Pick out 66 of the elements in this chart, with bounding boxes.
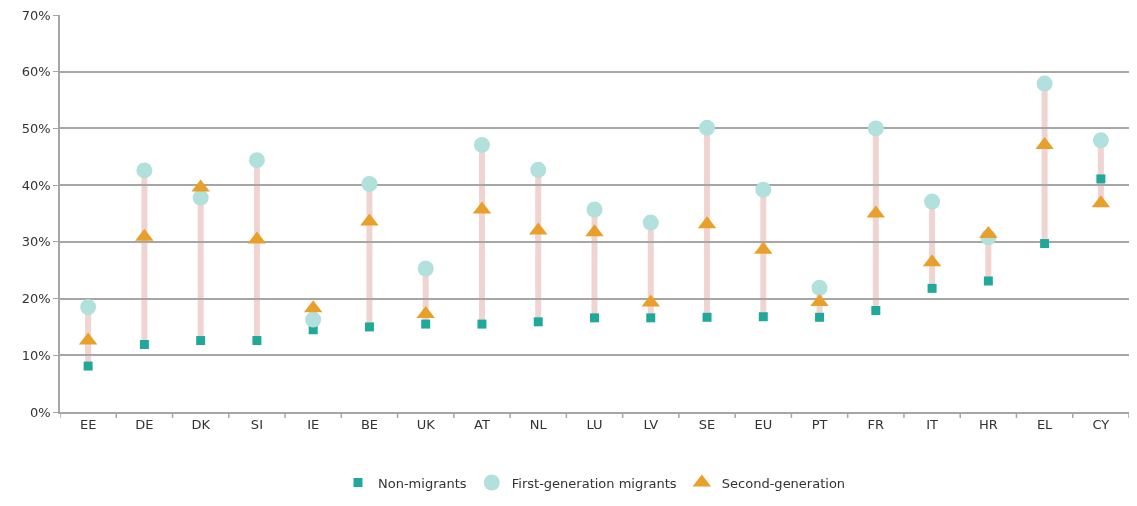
x-tick-label: BE [360,417,379,433]
y-tick-label: 60% [21,64,51,80]
point [361,176,378,192]
point [590,313,599,323]
legend-label: Second-generation [721,475,846,491]
point [477,319,487,329]
y-tick-label: 10% [21,347,51,363]
point [702,312,712,322]
y-tick-label: 30% [21,234,51,250]
point [192,189,209,206]
x-tick-label: EU [754,417,773,433]
point [1040,239,1050,249]
point [473,136,490,153]
point [248,152,265,169]
y-tick-label: 20% [21,291,51,307]
x-tick-label: IE [307,417,320,433]
point [867,120,884,137]
point [811,279,828,296]
point [305,311,322,328]
point [646,313,656,323]
x-tick-label: DK [191,417,211,433]
y-tick-label: 0% [30,404,51,420]
point [530,161,547,178]
point [1092,132,1109,149]
x-tick-label: SE [698,417,716,433]
point [421,319,431,329]
legend-label: Non-migrants [378,475,467,491]
y-tick-label: 40% [21,177,51,193]
x-tick-label: HR [978,417,998,433]
point [927,283,937,293]
point [755,181,772,198]
x-tick-label: PT [811,417,828,433]
x-tick-label: LU [586,417,603,433]
point [80,299,97,316]
point [1096,174,1106,184]
y-tick-label: 50% [21,120,51,136]
point [871,305,881,315]
point [533,317,543,327]
x-tick-label: DE [135,417,154,433]
x-tick-label: NL [529,417,548,433]
x-tick-label: FR [867,417,885,433]
x-tick-label: LV [643,417,659,433]
point [417,260,434,277]
point [139,340,149,350]
x-tick-label: AT [474,417,490,433]
point [758,312,768,322]
x-tick-label: IT [926,417,939,433]
point [642,214,659,231]
point [1036,75,1053,92]
x-tick-label: SI [250,417,263,433]
point [83,361,93,371]
point [252,336,262,346]
x-tick-label: EE [79,417,97,433]
x-tick-label: EL [1036,417,1054,433]
y-tick-label: 70% [21,7,51,23]
point [196,336,206,346]
point [815,312,825,322]
x-tick-label: UK [416,417,436,433]
point [699,119,716,136]
point [586,201,603,218]
point [924,193,941,210]
point [983,276,993,286]
x-tick-label: CY [1092,417,1110,433]
legend-label: First-generation migrants [511,475,677,491]
point [364,322,374,332]
point [136,162,153,179]
